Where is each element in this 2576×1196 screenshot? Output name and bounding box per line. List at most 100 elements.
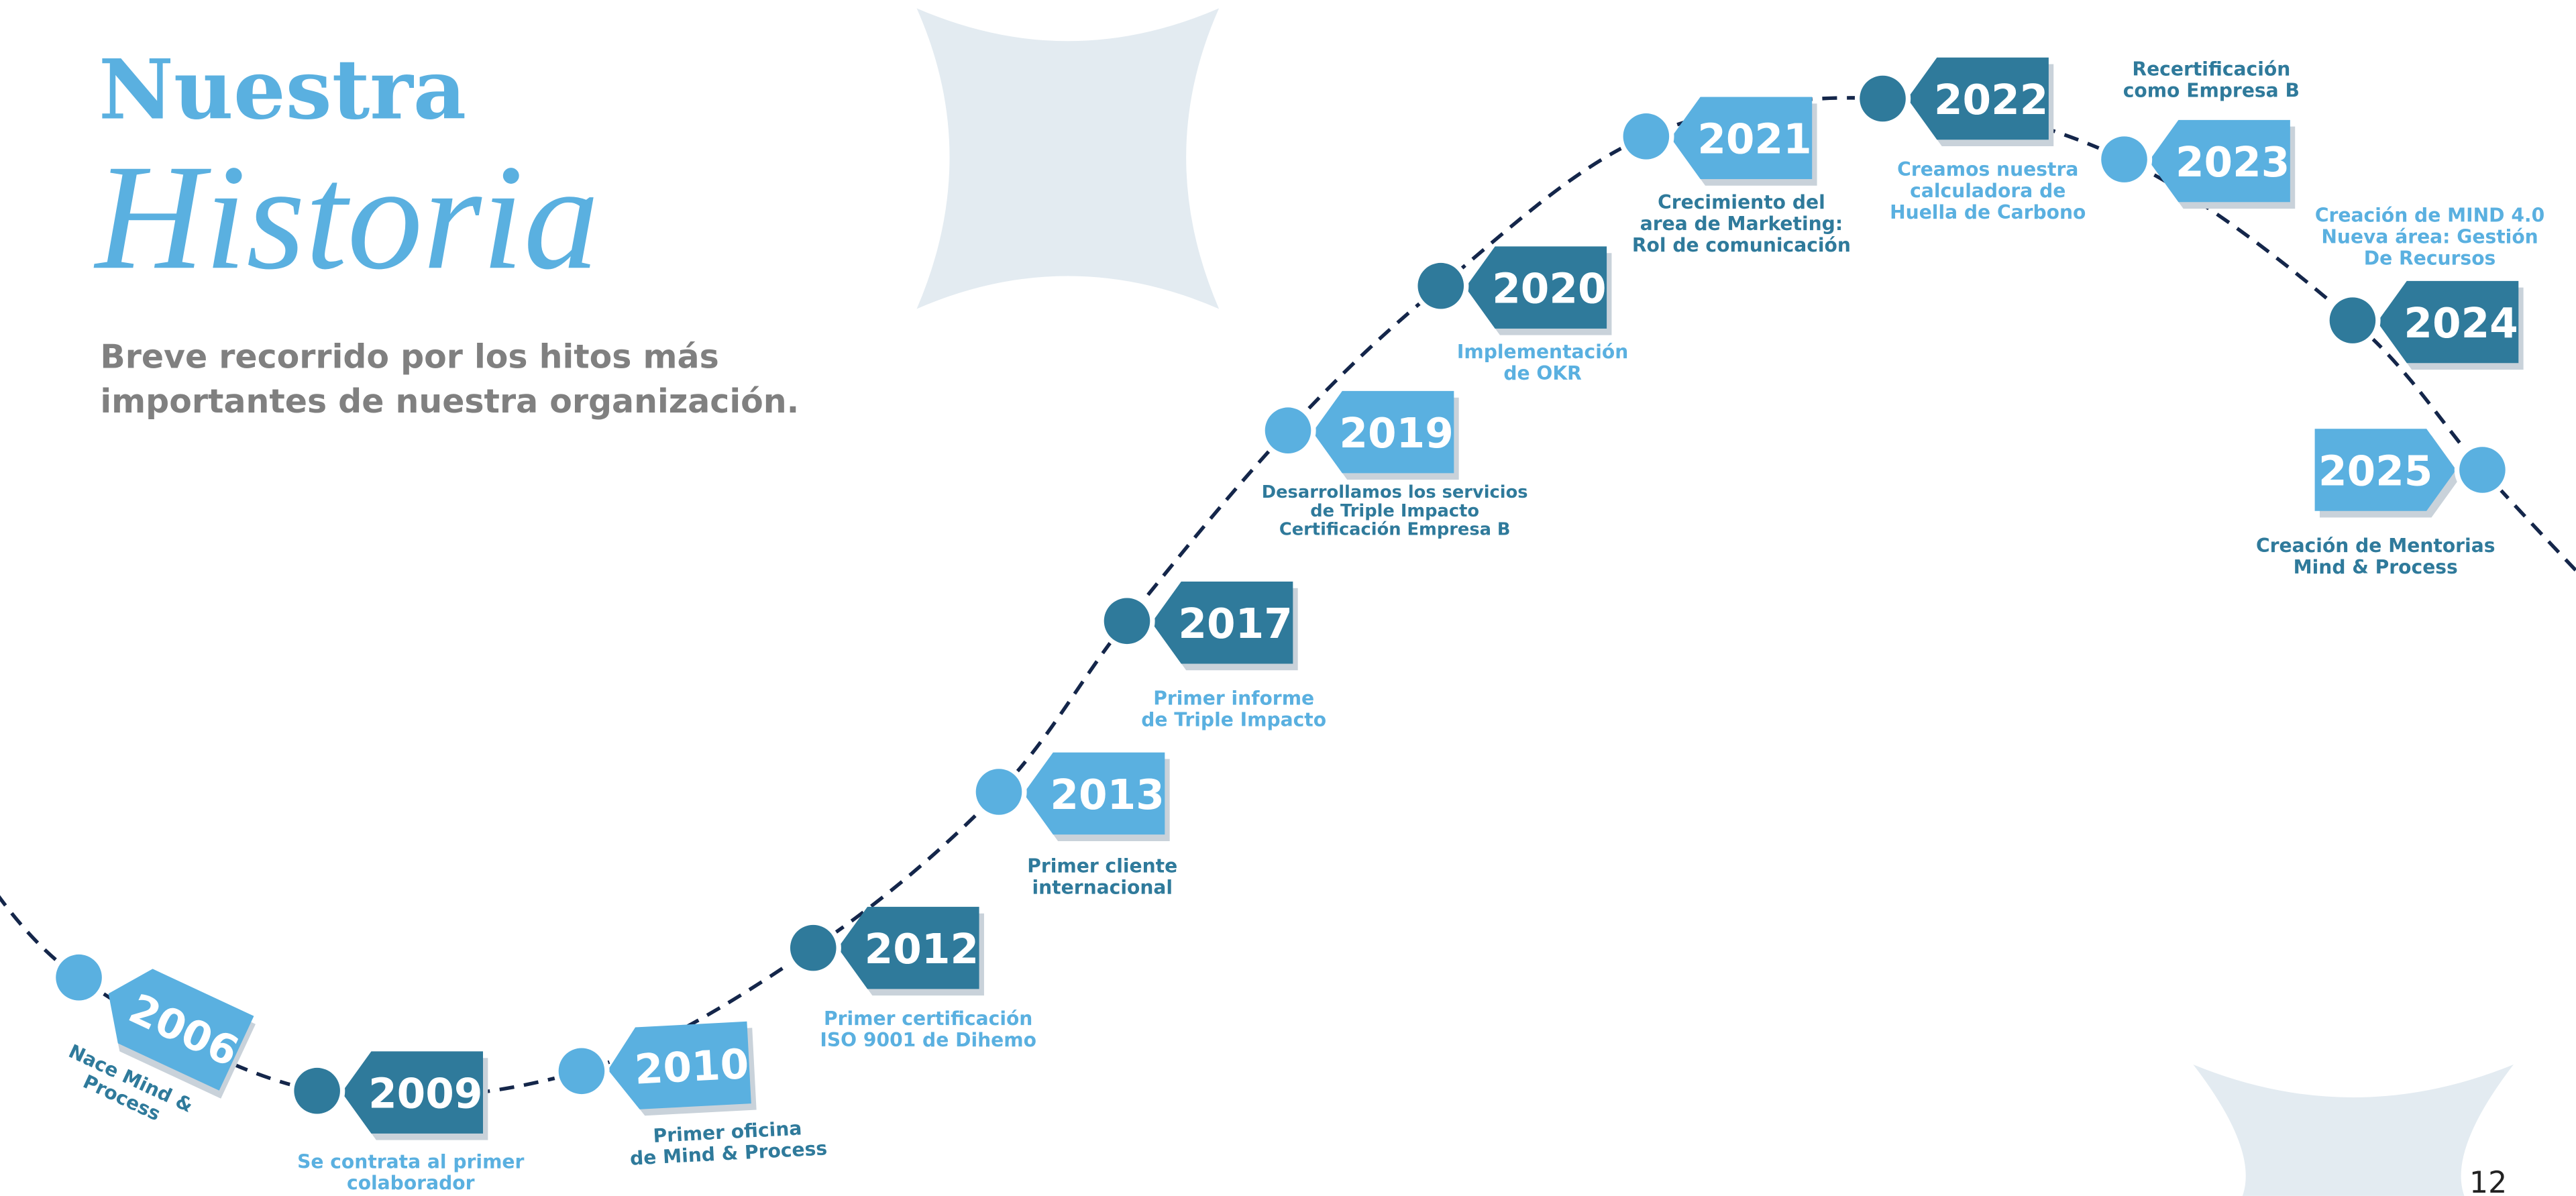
year-tag: 2022 bbox=[1907, 57, 2054, 147]
year: 2017 bbox=[1178, 600, 1292, 648]
title-script: Historia bbox=[93, 133, 599, 301]
milestone-line: como Empresa B bbox=[2123, 80, 2300, 102]
tag bbox=[608, 1021, 751, 1109]
year: 2025 bbox=[2318, 447, 2432, 495]
year-tag: 2012 bbox=[837, 906, 984, 996]
tag bbox=[2377, 280, 2519, 364]
milestone-line: internacional bbox=[1032, 876, 1173, 898]
milestone-line: De Recursos bbox=[2364, 247, 2496, 269]
year: 2019 bbox=[1339, 410, 1453, 457]
milestone-line: Recertificación bbox=[2132, 58, 2290, 80]
page-number: 12 bbox=[2469, 1166, 2507, 1196]
tag bbox=[341, 1051, 483, 1134]
decor-star bbox=[916, 8, 1220, 309]
year: 2010 bbox=[633, 1040, 750, 1094]
year-tag: 2017 bbox=[1151, 582, 1298, 671]
tag bbox=[108, 969, 254, 1091]
tag bbox=[1023, 752, 1165, 835]
year: 2013 bbox=[1050, 771, 1164, 819]
year-tag: 2021 bbox=[1670, 97, 1817, 186]
year-tag: 2025 bbox=[2314, 429, 2461, 518]
milestone-line: de Triple Impacto bbox=[1141, 709, 1326, 731]
subtitle: Breve recorrido por los hitos más bbox=[100, 338, 718, 376]
milestone-line: Crecimiento del bbox=[1658, 191, 1825, 213]
year: 2022 bbox=[1934, 76, 2048, 124]
milestone-line: de Triple Impacto bbox=[1310, 501, 1479, 521]
milestone-line: Se contrata al primer bbox=[297, 1150, 524, 1173]
milestone-line: Primer informe bbox=[1153, 688, 1314, 710]
dot bbox=[975, 769, 1022, 815]
year-tag: 2020 bbox=[1465, 246, 1612, 335]
dot bbox=[558, 1048, 605, 1095]
year: 2023 bbox=[2176, 139, 2290, 186]
year: 2012 bbox=[865, 926, 979, 973]
dot bbox=[2101, 136, 2147, 182]
tag bbox=[1465, 246, 1607, 329]
year: 2009 bbox=[368, 1071, 482, 1118]
tag bbox=[2149, 119, 2290, 203]
milestone-line: Nueva área: Gestión bbox=[2321, 226, 2538, 248]
milestone-line: de OKR bbox=[1503, 362, 1582, 384]
milestone-line: Mind & Process bbox=[2294, 556, 2458, 578]
dot bbox=[1860, 75, 1906, 122]
dashed-line bbox=[0, 96, 2576, 1100]
milestone-line: Huella de Carbono bbox=[1890, 201, 2086, 223]
tag bbox=[1151, 582, 1293, 664]
dot bbox=[2329, 297, 2376, 343]
year-tag: 2013 bbox=[1023, 752, 1170, 841]
milestone-line: Creamos nuestra bbox=[1897, 158, 2078, 180]
milestone-line: area de Marketing: bbox=[1640, 213, 1843, 235]
timeline-curve bbox=[0, 96, 2576, 1100]
milestone-line: Creación de MIND 4.0 bbox=[2315, 205, 2544, 227]
year: 2020 bbox=[1492, 266, 1606, 313]
tag bbox=[1907, 57, 2049, 140]
milestone-line: Desarrollamos los servicios bbox=[1262, 482, 1528, 502]
dot bbox=[790, 924, 837, 971]
tag bbox=[837, 906, 979, 989]
year: 2024 bbox=[2404, 300, 2518, 347]
year-tag: 2010 bbox=[608, 1021, 757, 1116]
dot bbox=[2459, 447, 2506, 493]
tag bbox=[2314, 429, 2457, 511]
year-tag: 2024 bbox=[2377, 280, 2524, 370]
dot bbox=[294, 1067, 340, 1114]
dot bbox=[1623, 113, 1670, 160]
dot bbox=[1104, 598, 1150, 645]
tag bbox=[1670, 97, 1813, 180]
milestone-line: Certificación Empresa B bbox=[1279, 519, 1511, 539]
milestone-line: Rol de comunicación bbox=[1632, 234, 1851, 256]
milestone-line: calculadora de bbox=[1910, 180, 2065, 202]
dot bbox=[1265, 407, 1311, 453]
year: 2021 bbox=[1697, 116, 1811, 164]
subtitle: importantes de nuestra organización. bbox=[100, 382, 799, 421]
decor-star bbox=[2193, 1065, 2514, 1196]
milestone-line: Primer cliente bbox=[1027, 855, 1177, 877]
dot bbox=[56, 954, 102, 1001]
milestone-line: Creación de Mentorias bbox=[2256, 535, 2495, 557]
milestone-line: Primer certificación bbox=[824, 1008, 1032, 1030]
